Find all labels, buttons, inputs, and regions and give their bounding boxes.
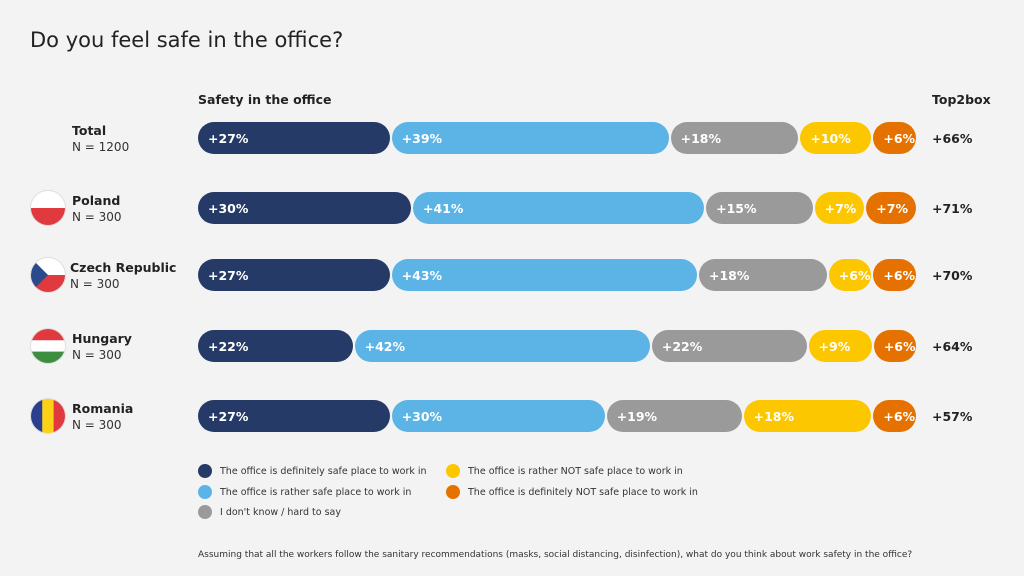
bar-segment-rather_not_safe: +7% bbox=[814, 192, 865, 224]
legend-label: I don't know / hard to say bbox=[220, 506, 341, 518]
category-name: Total bbox=[72, 123, 107, 138]
czech-flag-icon bbox=[31, 258, 65, 292]
top2box-value: +64% bbox=[932, 339, 973, 354]
bar-segment-rather_safe: +39% bbox=[391, 122, 669, 154]
legend-label: The office is rather NOT safe place to w… bbox=[468, 465, 683, 477]
category-name: Czech Republic bbox=[70, 260, 177, 275]
bar-segment-definitely_not_safe: +6% bbox=[873, 330, 916, 362]
bar-segment-rather_safe: +30% bbox=[391, 400, 605, 432]
legend-dot-icon bbox=[446, 485, 460, 499]
bar-segment-rather_not_safe: +10% bbox=[800, 122, 872, 154]
legend-item: The office is rather NOT safe place to w… bbox=[446, 464, 683, 478]
sample-size: N = 300 bbox=[72, 418, 122, 432]
row-label-romania: Romania N = 300 bbox=[72, 401, 133, 432]
legend-item: The office is rather safe place to work … bbox=[198, 485, 411, 499]
sample-size: N = 300 bbox=[70, 277, 120, 291]
bar-segment-dont_know: +18% bbox=[670, 122, 799, 154]
bar-segment-rather_safe: +41% bbox=[413, 192, 705, 224]
legend-dot-icon bbox=[446, 464, 460, 478]
hungary-flag-icon bbox=[31, 329, 65, 363]
bar-segment-definitely_safe: +27% bbox=[198, 259, 390, 291]
bar-segment-dont_know: +18% bbox=[699, 259, 827, 291]
sample-size: N = 1200 bbox=[72, 140, 130, 154]
legend-item: The office is definitely safe place to w… bbox=[198, 464, 427, 478]
page-title: Do you feel safe in the office? bbox=[30, 28, 344, 52]
legend-label: The office is rather safe place to work … bbox=[220, 486, 412, 498]
top2box-value: +66% bbox=[932, 131, 973, 146]
bar-segment-rather_not_safe: +18% bbox=[743, 400, 872, 432]
top2box-value: +57% bbox=[932, 409, 973, 424]
bar-segment-definitely_not_safe: +6% bbox=[873, 400, 916, 432]
romania-flag-icon bbox=[31, 399, 65, 433]
sample-size: N = 300 bbox=[72, 348, 122, 362]
top2box-value: +71% bbox=[932, 201, 973, 216]
bar-segment-definitely_not_safe: +7% bbox=[866, 192, 916, 224]
bar-segment-rather_safe: +42% bbox=[354, 330, 650, 362]
row-label-hungary: Hungary N = 300 bbox=[72, 331, 132, 362]
category-name: Hungary bbox=[72, 331, 132, 346]
bar-segment-definitely_safe: +27% bbox=[198, 122, 390, 154]
category-name: Poland bbox=[72, 193, 121, 208]
row-label-czech-republic: Czech Republic N = 300 bbox=[70, 260, 176, 291]
legend-item: The office is definitely NOT safe place … bbox=[446, 485, 698, 499]
bar-segment-dont_know: +19% bbox=[606, 400, 742, 432]
bar-segment-rather_not_safe: +6% bbox=[828, 259, 872, 291]
bar-segment-rather_safe: +43% bbox=[391, 259, 697, 291]
row-label-poland: Poland N = 300 bbox=[72, 193, 122, 224]
bar-segment-definitely_safe: +27% bbox=[198, 400, 390, 432]
bar-segment-rather_not_safe: +9% bbox=[808, 330, 872, 362]
legend-label: The office is definitely NOT safe place … bbox=[468, 486, 698, 498]
bar-segment-definitely_safe: +22% bbox=[198, 330, 353, 362]
bar-segment-definitely_not_safe: +6% bbox=[873, 122, 916, 154]
legend-dot-icon bbox=[198, 505, 212, 519]
bar-segment-dont_know: +22% bbox=[651, 330, 807, 362]
bar-segment-definitely_safe: +30% bbox=[198, 192, 411, 224]
bars-column-header: Safety in the office bbox=[198, 92, 332, 107]
legend-dot-icon bbox=[198, 464, 212, 478]
legend-dot-icon bbox=[198, 485, 212, 499]
bar-segment-dont_know: +15% bbox=[706, 192, 813, 224]
legend-label: The office is definitely safe place to w… bbox=[220, 465, 427, 477]
footnote: Assuming that all the workers follow the… bbox=[198, 550, 913, 560]
category-name: Romania bbox=[72, 401, 134, 416]
row-label-total: Total N = 1200 bbox=[72, 123, 129, 154]
top2box-column-header: Top2box bbox=[932, 92, 991, 107]
bar-segment-definitely_not_safe: +6% bbox=[873, 259, 916, 291]
legend-item: I don't know / hard to say bbox=[198, 505, 341, 519]
top2box-value: +70% bbox=[932, 268, 973, 283]
poland-flag-icon bbox=[31, 191, 65, 225]
sample-size: N = 300 bbox=[72, 210, 122, 224]
